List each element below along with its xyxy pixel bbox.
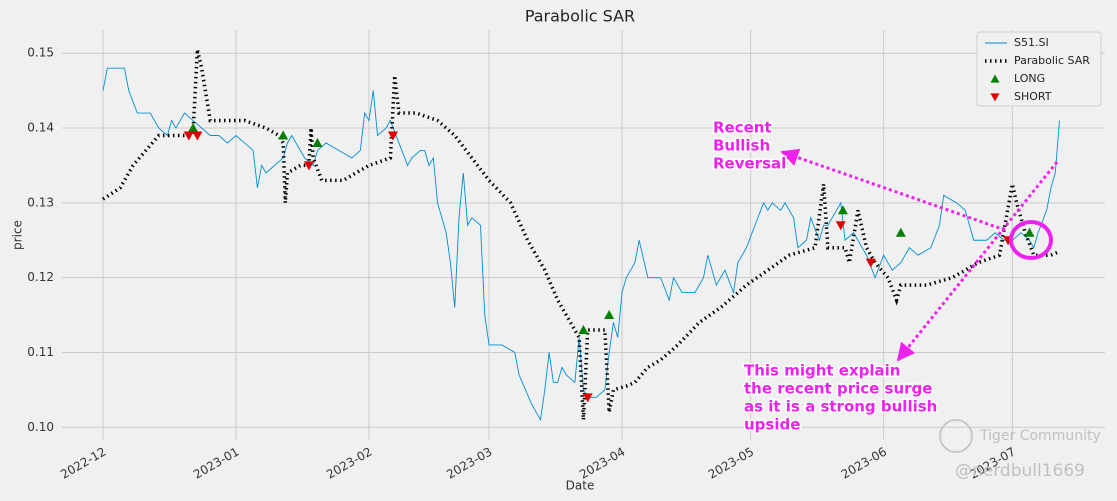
watermark-logo — [939, 419, 973, 453]
legend-label: LONG — [1014, 72, 1045, 85]
short-marker — [835, 221, 846, 231]
short-marker — [865, 258, 876, 268]
watermark: Tiger Community @nerdbull1669 — [939, 419, 1101, 481]
legend-swatch — [990, 93, 1000, 102]
watermark-text: @nerdbull1669 — [955, 461, 1085, 481]
long-marker — [578, 325, 589, 335]
short-marker — [582, 393, 593, 403]
long-marker — [1024, 227, 1035, 237]
short-marker — [303, 161, 314, 171]
annotation-text: Bullish — [713, 137, 770, 155]
price-line — [102, 67, 1060, 422]
annotation-graphics — [780, 148, 1059, 362]
annotation-text: the recent price surge — [744, 380, 932, 398]
highlight-circle — [1009, 220, 1053, 260]
long-marker — [604, 310, 615, 320]
long-marker — [312, 137, 323, 147]
annotation-text: upside — [744, 416, 800, 434]
y-axis-label: price — [11, 220, 25, 250]
y-tick-label: 0.12 — [27, 270, 54, 284]
annotation-text: as it is a strong bullish — [744, 398, 937, 416]
legend-label: SHORT — [1014, 90, 1052, 103]
annotation-text: Reversal — [713, 155, 786, 173]
annotation-text: Recent — [713, 119, 772, 137]
plot-area — [102, 49, 1061, 422]
legend-label: S51.SI — [1014, 36, 1049, 49]
legend-label: Parabolic SAR — [1014, 54, 1090, 67]
y-tick-label: 0.10 — [27, 420, 54, 434]
long-marker — [837, 205, 848, 215]
annotation-text: This might explain — [744, 362, 900, 380]
long-marker — [278, 130, 289, 140]
watermark-text: Tiger Community — [979, 428, 1101, 444]
short-marker — [192, 131, 203, 141]
y-tick-label: 0.15 — [27, 46, 54, 60]
y-tick-label: 0.11 — [27, 345, 54, 359]
long-marker — [895, 227, 906, 237]
legend: S51.SI Parabolic SAR LONG SHORT — [976, 31, 1102, 107]
short-marker — [387, 131, 398, 141]
short-marker — [183, 131, 194, 141]
legend-box — [976, 31, 1102, 107]
y-tick-label: 0.14 — [27, 121, 54, 135]
x-axis-label: Date — [566, 479, 595, 493]
long-marker — [188, 123, 199, 133]
arrow — [896, 161, 1059, 362]
legend-swatch — [990, 74, 1000, 83]
y-tick-label: 0.13 — [27, 195, 54, 209]
chart-title: Parabolic SAR — [525, 7, 635, 26]
